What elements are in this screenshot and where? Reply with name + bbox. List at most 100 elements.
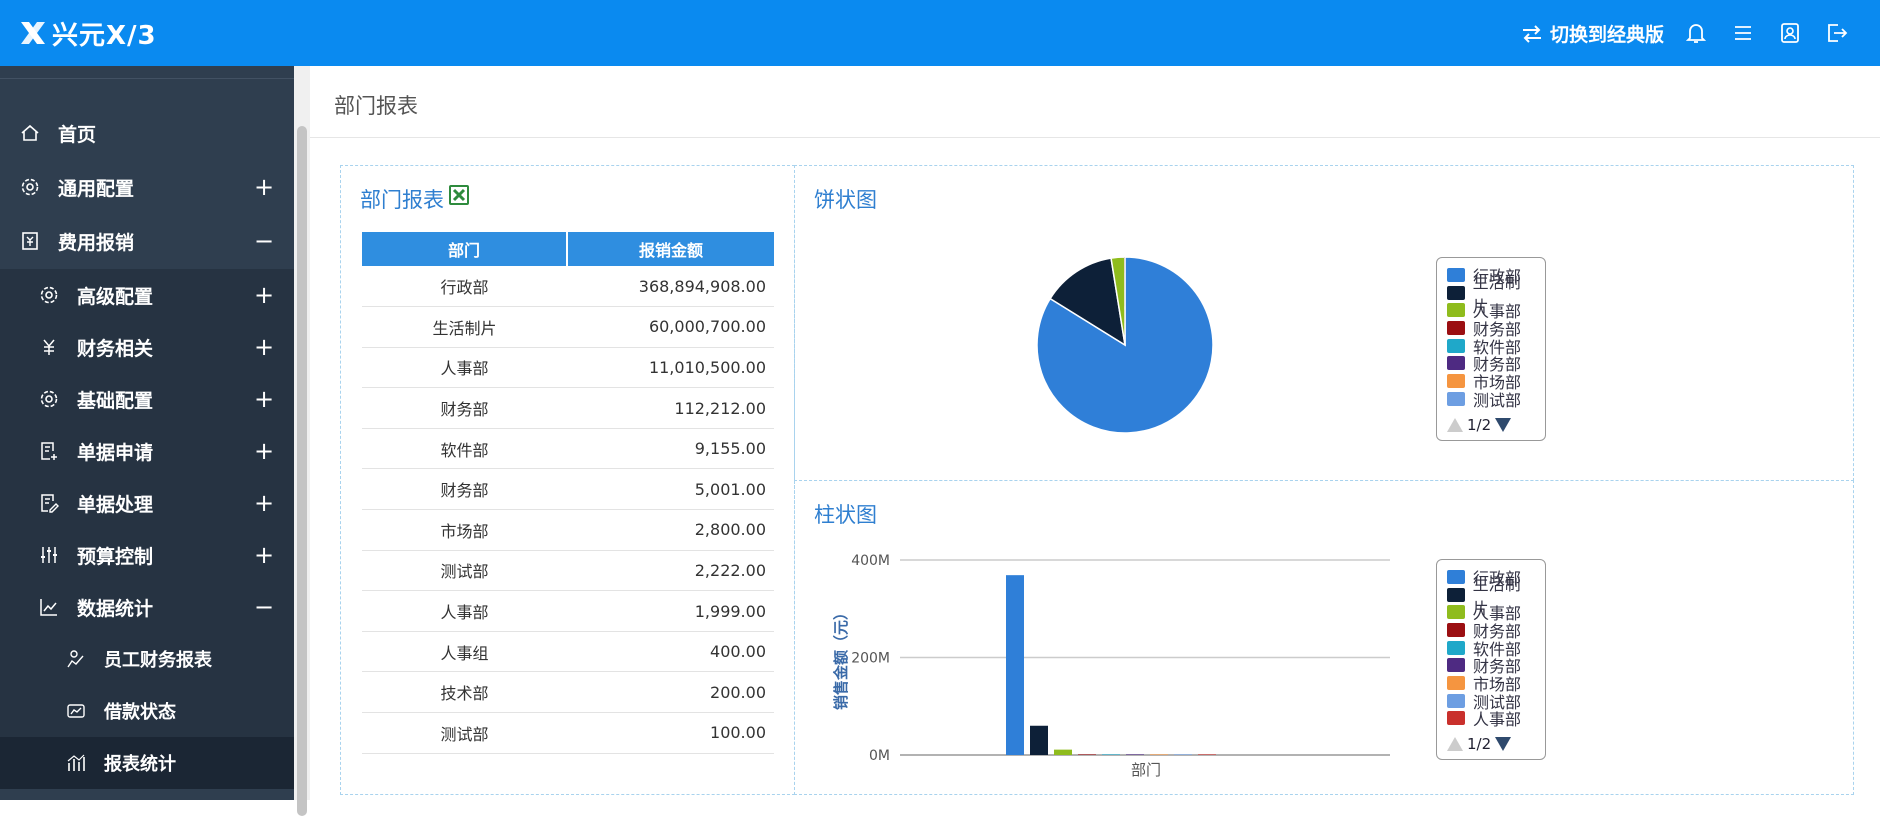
legend-swatch (1447, 321, 1465, 335)
legend-prev-arrow-icon[interactable] (1447, 737, 1463, 751)
logout-icon[interactable] (1824, 20, 1850, 46)
expand-icon[interactable]: + (254, 491, 274, 515)
sidebar-item-label: 单据处理 (77, 490, 153, 517)
sidebar-item-report-stats[interactable]: 报表统计 (0, 737, 294, 789)
legend-next-arrow-icon[interactable] (1495, 737, 1511, 751)
sidebar-scrollbar[interactable] (294, 66, 310, 800)
legend-swatch (1447, 623, 1465, 637)
legend-item[interactable]: 人事部 (1447, 710, 1535, 728)
cell-amount: 60,000,700.00 (567, 307, 774, 348)
collapse-icon[interactable]: − (254, 595, 274, 619)
table-panel-title: 部门报表 (360, 184, 444, 214)
legend-swatch (1447, 570, 1465, 584)
sidebar-item-label: 通用配置 (58, 174, 134, 201)
cell-amount: 400.00 (567, 631, 774, 672)
expand-icon[interactable]: + (254, 283, 274, 307)
legend-swatch (1447, 711, 1465, 725)
expand-icon[interactable]: + (254, 439, 274, 463)
legend-swatch (1447, 356, 1465, 370)
cell-dept: 财务部 (362, 388, 567, 429)
menu-list-icon[interactable] (1730, 20, 1756, 46)
person-chart-icon (65, 648, 87, 670)
legend-item[interactable]: 测试部 (1447, 390, 1535, 408)
sidebar-item-expense[interactable]: 费用报销 − (0, 215, 294, 267)
home-icon (19, 122, 41, 144)
legend-page-indicator: 1/2 (1467, 416, 1491, 434)
bar[interactable] (1030, 726, 1048, 755)
cell-dept: 人事部 (362, 347, 567, 388)
sidebar-item-loan-status[interactable]: 借款状态 (0, 685, 294, 737)
expand-icon[interactable]: + (254, 387, 274, 411)
yen-icon (38, 336, 60, 358)
sidebar-item-employee-report[interactable]: 员工财务报表 (0, 633, 294, 685)
sidebar-item-label: 预算控制 (77, 542, 153, 569)
legend-swatch (1447, 339, 1465, 353)
doc-edit-icon (38, 492, 60, 514)
page-title: 部门报表 (334, 90, 418, 120)
bar[interactable] (1078, 754, 1096, 755)
sidebar-item-home[interactable]: 首页 (0, 107, 294, 159)
expand-icon[interactable]: + (254, 175, 274, 199)
legend-swatch (1447, 694, 1465, 708)
sidebar-item-basic-config[interactable]: 基础配置 + (0, 373, 294, 425)
bell-icon[interactable] (1683, 20, 1709, 46)
sidebar-item-doc-process[interactable]: 单据处理 + (0, 477, 294, 529)
sidebar-item-label: 首页 (58, 120, 96, 147)
app-logo[interactable]: 兴元X/3 (18, 14, 157, 52)
scrollbar-thumb[interactable] (297, 126, 307, 816)
expand-icon[interactable]: + (254, 543, 274, 567)
excel-export-icon[interactable] (448, 184, 470, 206)
collapse-icon[interactable]: − (254, 229, 274, 253)
legend-swatch (1447, 605, 1465, 619)
column-header-dept[interactable]: 部门 (362, 232, 567, 266)
bar[interactable] (1174, 754, 1192, 755)
sidebar-item-doc-apply[interactable]: 单据申请 + (0, 425, 294, 477)
cell-amount: 368,894,908.00 (567, 266, 774, 307)
cell-dept: 人事组 (362, 631, 567, 672)
sidebar-item-statistics[interactable]: 数据统计 − (0, 581, 294, 633)
legend-swatch (1447, 641, 1465, 655)
sidebar: 首页 通用配置 + 费用报销 − 高级配置 + 财务相关 + 基础配置 + (0, 66, 294, 800)
bar[interactable] (1198, 754, 1216, 755)
top-bar: 兴元X/3 切换到经典版 (0, 0, 1880, 66)
sidebar-item-general-config[interactable]: 通用配置 + (0, 161, 294, 213)
bar[interactable] (1006, 575, 1024, 755)
user-card-icon[interactable] (1777, 20, 1803, 46)
bar[interactable] (1150, 754, 1168, 755)
line-chart-icon (38, 596, 60, 618)
x-axis-label: 部门 (1131, 761, 1161, 779)
y-tick-label: 0M (869, 748, 890, 764)
legend-next-arrow-icon[interactable] (1495, 418, 1511, 432)
sidebar-item-budget[interactable]: 预算控制 + (0, 529, 294, 581)
column-header-amount[interactable]: 报销金额 (567, 232, 774, 266)
legend-pager: 1/2 (1447, 416, 1535, 434)
sidebar-item-advanced-config[interactable]: 高级配置 + (0, 269, 294, 321)
y-tick-label: 400M (851, 553, 890, 569)
expand-icon[interactable]: + (254, 335, 274, 359)
sidebar-item-label: 基础配置 (77, 386, 153, 413)
cell-amount: 112,212.00 (567, 388, 774, 429)
cell-amount: 2,222.00 (567, 550, 774, 591)
sidebar-item-label: 财务相关 (77, 334, 153, 361)
logo-text: 兴元X/3 (52, 15, 157, 52)
gear-icon (38, 388, 60, 410)
switch-classic-button[interactable]: 切换到经典版 (1522, 20, 1664, 47)
sidebar-item-finance[interactable]: 财务相关 + (0, 321, 294, 373)
bar[interactable] (1102, 754, 1120, 755)
bar[interactable] (1126, 754, 1144, 755)
yen-doc-icon (19, 230, 41, 252)
legend-prev-arrow-icon[interactable] (1447, 418, 1463, 432)
bar[interactable] (1054, 750, 1072, 755)
cell-amount: 11,010,500.00 (567, 347, 774, 388)
